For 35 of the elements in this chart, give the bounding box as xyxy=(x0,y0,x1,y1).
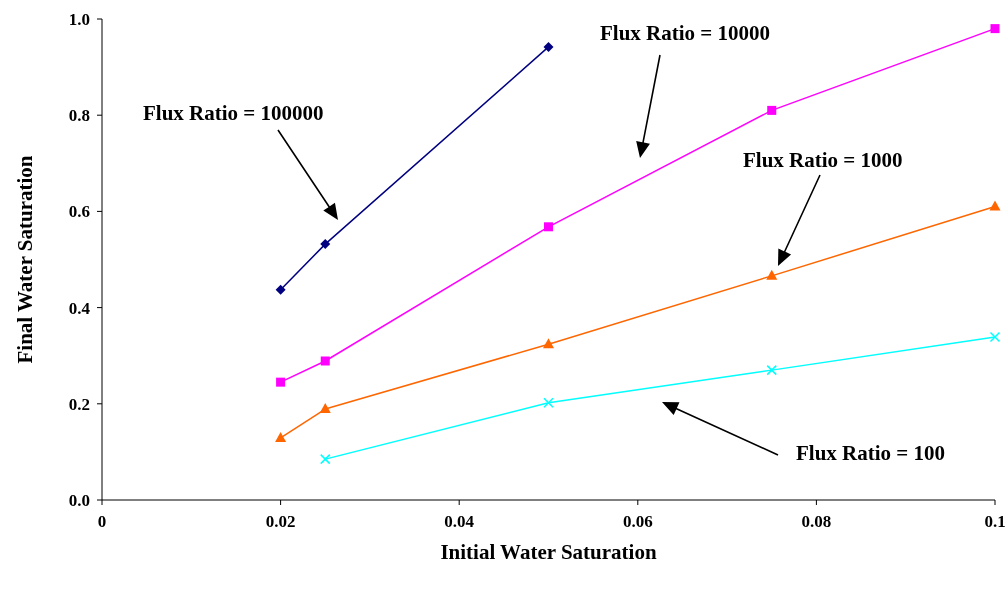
point xyxy=(275,431,287,442)
y-tick-label: 1.0 xyxy=(68,10,90,29)
point xyxy=(320,239,331,250)
point xyxy=(990,24,1000,34)
annotation: Flux Ratio = 100000 xyxy=(143,101,324,125)
point xyxy=(320,453,331,465)
point xyxy=(543,397,554,409)
y-tick-label: 0.4 xyxy=(68,298,91,318)
x-tick-label: 0.06 xyxy=(622,512,653,531)
annotation: Flux Ratio = 100 xyxy=(796,441,946,465)
x-tick-label: 0.1 xyxy=(984,512,1006,531)
x-tick-label: 0.04 xyxy=(444,512,475,531)
point xyxy=(767,105,777,115)
x-tick-label: 0.08 xyxy=(801,512,832,531)
point xyxy=(989,200,1001,211)
y-axis-title: Final Water Saturation xyxy=(13,155,37,364)
x-tick-label: 0.02 xyxy=(265,512,296,531)
point xyxy=(320,356,330,366)
y-tick-label: 0.8 xyxy=(68,106,90,126)
point xyxy=(319,403,331,414)
y-tick-label: 0.2 xyxy=(68,394,90,414)
point xyxy=(276,377,286,387)
point xyxy=(766,269,778,280)
annotation: Flux Ratio = 1000 xyxy=(743,148,903,172)
annotation: Flux Ratio = 10000 xyxy=(600,21,771,45)
point xyxy=(275,284,286,295)
point xyxy=(766,364,777,376)
point xyxy=(544,222,553,232)
y-tick-label: 0.0 xyxy=(68,491,90,510)
x-tick-label: 0 xyxy=(97,512,107,531)
point xyxy=(543,338,554,349)
point xyxy=(989,331,1001,343)
point xyxy=(543,41,554,52)
x-axis-title: Initial Water Saturation xyxy=(440,540,657,564)
y-tick-label: 0.6 xyxy=(68,202,90,222)
